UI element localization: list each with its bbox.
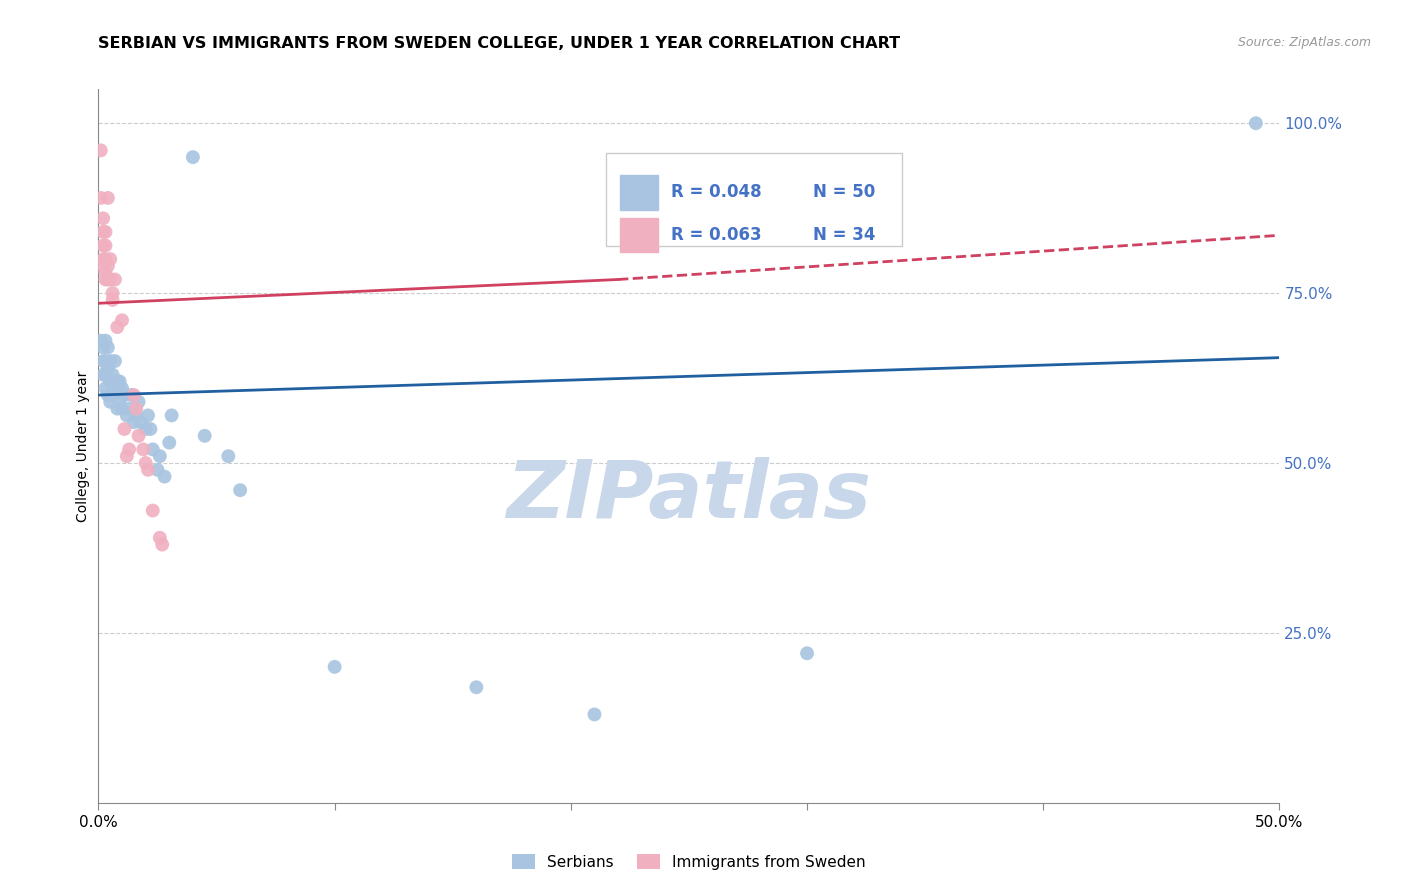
Point [90,191,112,205]
Point [323,660,346,674]
Point [125,409,148,423]
Point [98,354,121,368]
Point [91,252,114,266]
Point [160,409,183,423]
Point [229,483,252,498]
Point [1244,116,1267,130]
Point [796,646,818,660]
Point [97,388,120,402]
Point [217,449,239,463]
Point [98,272,121,286]
Point [91,341,114,355]
Point [97,259,120,273]
Point [125,401,148,416]
Y-axis label: College, Under 1 year: College, Under 1 year [76,370,90,522]
Legend: Serbians, Immigrants from Sweden: Serbians, Immigrants from Sweden [505,846,873,877]
Point [91,368,114,382]
Point [181,150,204,164]
Text: N = 50: N = 50 [813,184,875,202]
Point [122,415,145,429]
Point [115,449,138,463]
Point [135,422,157,436]
Point [105,375,128,389]
Point [150,537,173,551]
FancyBboxPatch shape [606,153,901,246]
Point [94,368,117,382]
Point [149,449,172,463]
Point [194,429,217,443]
Point [105,401,128,416]
Point [105,320,128,334]
Text: SERBIAN VS IMMIGRANTS FROM SWEDEN COLLEGE, UNDER 1 YEAR CORRELATION CHART: SERBIAN VS IMMIGRANTS FROM SWEDEN COLLEG… [98,36,901,51]
Text: Source: ZipAtlas.com: Source: ZipAtlas.com [1237,36,1371,49]
Point [583,707,606,722]
Point [91,225,114,239]
Point [94,354,117,368]
Point [90,144,112,158]
Point [129,415,152,429]
Point [139,422,162,436]
Bar [620,175,658,210]
Point [94,225,117,239]
Point [153,469,176,483]
Text: N = 34: N = 34 [813,226,876,244]
Point [90,334,112,348]
Point [136,409,159,423]
Point [118,442,141,457]
Point [104,272,127,286]
Point [142,442,165,457]
Point [132,442,155,457]
Point [112,388,135,402]
Point [136,463,159,477]
Point [94,238,117,252]
Point [94,334,117,348]
Point [108,375,131,389]
Point [104,354,127,368]
Point [91,211,114,226]
Text: ZIPatlas: ZIPatlas [506,457,872,535]
Point [108,394,131,409]
Point [118,401,141,416]
Point [101,368,124,382]
Point [122,388,145,402]
Point [97,191,120,205]
Point [94,266,117,280]
Point [101,286,124,301]
Point [101,388,124,402]
Point [149,531,172,545]
Point [111,401,134,416]
Point [98,252,121,266]
Point [104,381,127,395]
Point [128,394,150,409]
Point [91,354,114,368]
Point [91,238,114,252]
Text: R = 0.048: R = 0.048 [671,184,762,202]
Point [91,259,114,273]
Point [94,252,117,266]
Point [111,313,134,327]
Point [97,360,120,375]
Point [94,272,117,286]
Point [157,435,180,450]
Point [128,429,150,443]
Point [97,341,120,355]
Point [111,381,134,395]
Point [465,680,488,694]
Point [101,293,124,307]
Point [142,503,165,517]
Point [121,388,143,402]
Point [97,272,120,286]
Point [98,394,121,409]
Point [146,463,169,477]
Text: R = 0.063: R = 0.063 [671,226,762,244]
Point [98,375,121,389]
Point [135,456,157,470]
Point [94,381,117,395]
Point [112,422,135,436]
Point [115,409,138,423]
Bar [620,218,658,252]
